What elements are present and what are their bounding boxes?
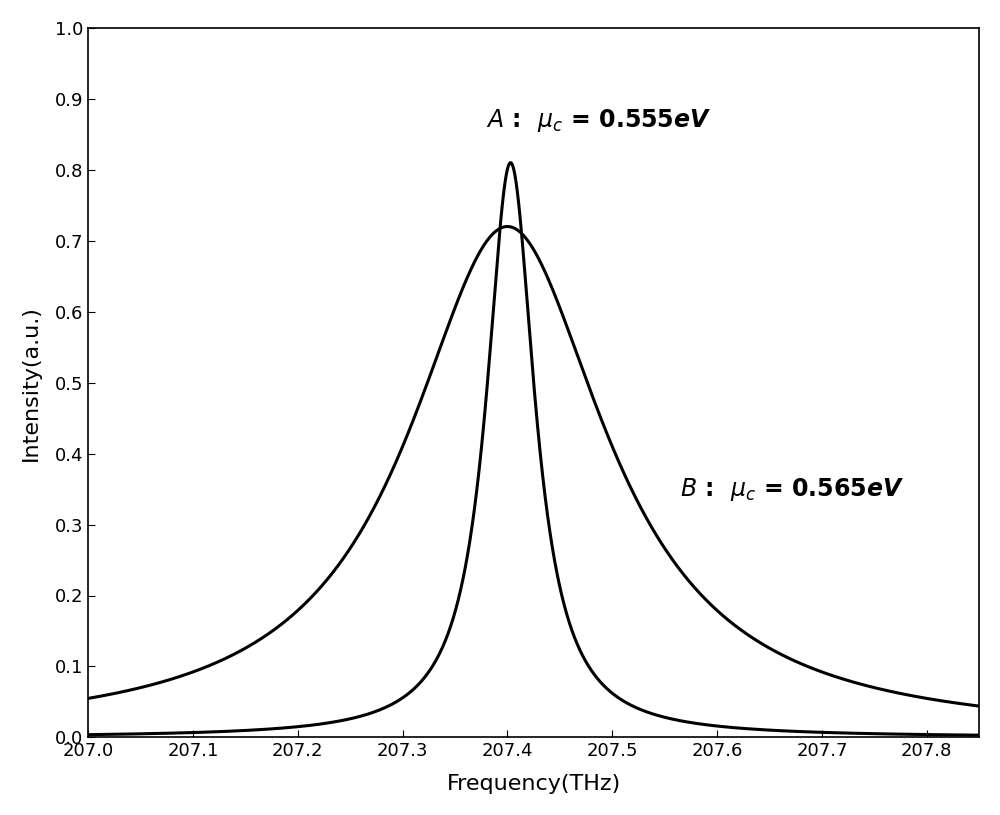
X-axis label: Frequency(THz): Frequency(THz)	[446, 774, 621, 794]
Text: $\it{B}$ :  $\mu_c$ = $\bf{0.565}$$\bfit{eV}$: $\it{B}$ : $\mu_c$ = $\bf{0.565}$$\bfit{…	[680, 476, 904, 503]
Y-axis label: Intensity(a.u.): Intensity(a.u.)	[21, 305, 41, 460]
Text: $\it{A}$ :  $\mu_c$ = $\bf{0.555}$$\bfit{eV}$: $\it{A}$ : $\mu_c$ = $\bf{0.555}$$\bfit{…	[486, 108, 712, 134]
